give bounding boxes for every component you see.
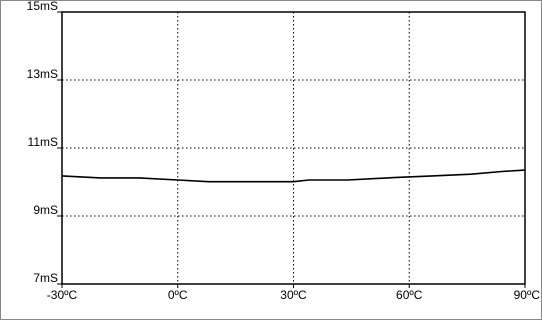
x-axis-tick-labels: -30ºC 0ºC 30ºC 60ºC 90ºC	[47, 284, 541, 302]
y-tick-label: 11mS	[28, 135, 58, 149]
grid	[62, 12, 525, 284]
x-tick-label: -30ºC	[47, 288, 78, 302]
y-tick-label: 7mS	[33, 271, 58, 285]
y-axis-tick-labels: 7mS 9mS 11mS 13mS 15mS	[27, 0, 62, 285]
x-tick-label: 60ºC	[396, 288, 423, 302]
x-tick-label: 0ºC	[168, 288, 188, 302]
y-tick-label: 15mS	[27, 0, 58, 13]
x-tick-label: 30ºC	[280, 288, 307, 302]
series-layer	[61, 169, 526, 183]
x-tick-label: 90ºC	[514, 288, 541, 302]
y-tick-label: 13mS	[27, 67, 58, 81]
series-line	[61, 169, 526, 183]
y-tick-label: 9mS	[33, 203, 58, 217]
